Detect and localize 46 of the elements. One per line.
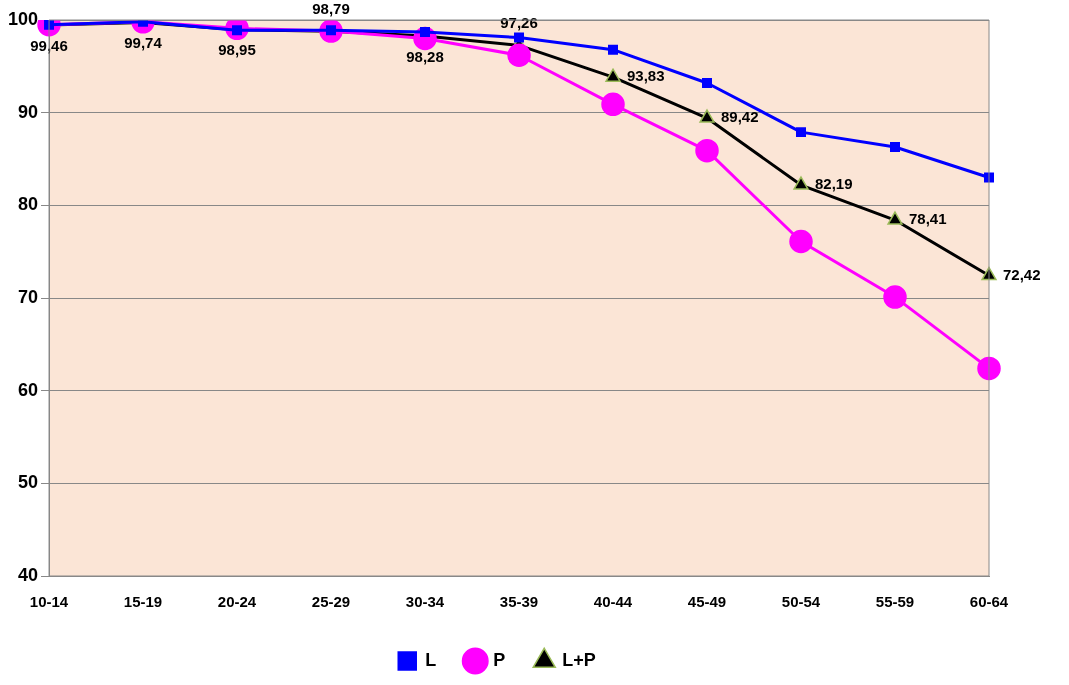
data-label: 78,41 [909,210,947,228]
y-tick-label: 90 [18,101,39,122]
data-label: 82,19 [815,175,853,193]
point [796,127,806,138]
x-tick-label: 20-24 [217,593,257,611]
data-label: 93,83 [627,67,665,85]
data-label: 72,42 [1003,265,1041,283]
point [887,211,903,225]
x-tick-label: 55-59 [875,593,915,611]
legend-label: L [425,649,437,670]
x-tick-label: 35-39 [499,593,539,611]
data-label: 98,95 [218,41,256,59]
y-tick-label: 100 [7,8,39,29]
point [507,43,531,67]
point [514,32,525,43]
legend-label: L+P [562,649,596,670]
x-tick-label: 40-44 [593,593,633,611]
point [702,78,712,89]
point [420,27,431,38]
data-label: 98,28 [406,47,444,65]
x-tick-label: 15-19 [123,593,163,611]
y-tick-label: 40 [18,564,39,585]
x-tick-label: 45-49 [687,593,727,611]
data-label: 89,42 [721,108,759,126]
x-tick-label: 30-34 [405,593,445,611]
x-tick-label: 60-64 [969,593,1009,611]
y-tick-label: 80 [18,194,39,215]
point [883,285,907,309]
point [695,138,719,163]
point [977,356,1001,381]
point [890,141,900,152]
point [789,229,813,254]
data-label: 98,79 [312,0,350,17]
point [793,176,809,190]
point [601,92,625,117]
data-label: 97,26 [500,14,538,32]
x-tick-label: 25-29 [311,593,351,611]
x-tick-label: 50-54 [781,593,821,611]
y-tick-label: 50 [18,472,39,493]
x-tick-label: 10-14 [29,593,69,611]
data-label: 99,74 [124,34,163,52]
legend-label: P [493,649,506,670]
point [608,44,619,55]
data-label: 99,46 [30,36,68,54]
y-tick-label: 60 [18,379,39,400]
y-tick-label: 70 [18,286,39,307]
